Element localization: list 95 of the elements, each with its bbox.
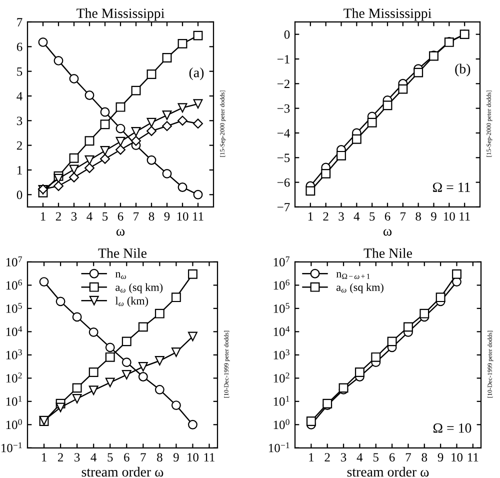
x-axis-title: stream order ω: [347, 466, 429, 477]
x-tick-label: 11: [468, 453, 478, 462]
x-tick-label: 11: [193, 212, 204, 221]
y-tick-label: 10$^{5}$: [274, 303, 290, 313]
y-tick-label: −1: [277, 55, 290, 64]
x-tick-label: 10: [452, 453, 463, 462]
chart-title: The Nile: [98, 248, 147, 258]
y-tick-label: 10$^{−1}$: [1, 442, 22, 452]
y-tick-label: 10$^{7}$: [6, 256, 22, 266]
x-tick-label: 8: [422, 453, 428, 462]
legend-label: n$_{ω}$: [115, 272, 126, 280]
x-tick-label: 2: [324, 453, 330, 462]
x-tick-label: 1: [308, 212, 313, 221]
y-tick-label: −2: [277, 80, 290, 88]
legend-label: a$_{ω}$ (sq km): [116, 283, 163, 294]
y-tick-label: −5: [277, 154, 290, 162]
x-tick-label: 7: [134, 212, 139, 221]
x-tick-label: 4: [354, 212, 360, 221]
y-tick-label: 10$^{4}$: [6, 326, 22, 336]
x-axis-title: stream order ω: [82, 466, 164, 477]
x-tick-label: 8: [148, 212, 154, 221]
x-tick-label: 3: [340, 453, 346, 462]
x-tick-label: 2: [58, 453, 63, 462]
x-axis-title: ω: [383, 229, 392, 236]
y-tick-label: 10$^{3}$: [274, 349, 290, 360]
y-tick-label: 0: [16, 190, 22, 200]
y-tick-label: −4: [277, 129, 290, 138]
chart-title: The Nile: [364, 248, 412, 258]
y-tick-label: 3: [16, 116, 22, 126]
x-tick-label: 5: [108, 453, 113, 462]
x-tick-label: 3: [71, 212, 77, 221]
y-tick-label: 10$^{6}$: [274, 280, 290, 290]
y-tick-label: 10$^{−1}$: [268, 442, 290, 452]
chart-title: The Mississippi: [344, 8, 432, 21]
x-tick-label: 11: [460, 212, 470, 221]
y-tick-label: 10$^{1}$: [6, 396, 22, 406]
x-tick-label: 11: [204, 453, 215, 462]
y-tick-label: 5: [17, 67, 22, 76]
legend-label: n$_{Ω−ω+1}$: [336, 272, 370, 280]
legend-label: a$_{ω}$ (sq km): [336, 283, 384, 294]
x-tick-label: 2: [323, 212, 328, 221]
annotation: Ω = 10: [433, 423, 472, 433]
x-tick-label: 3: [338, 212, 344, 221]
x-tick-label: 10: [177, 212, 188, 221]
x-tick-label: 9: [431, 212, 436, 221]
x-tick-label: 4: [86, 212, 92, 221]
x-tick-label: 5: [370, 212, 375, 221]
y-tick-label: 10$^{7}$: [274, 256, 290, 266]
x-tick-label: 1: [42, 453, 46, 462]
y-tick-label: 10$^{4}$: [274, 326, 290, 336]
y-tick-label: 6: [16, 42, 22, 52]
x-tick-label: 6: [384, 212, 390, 221]
x-tick-label: 4: [356, 453, 363, 462]
x-tick-label: 9: [173, 453, 179, 462]
y-tick-label: −3: [277, 104, 290, 113]
annotation: (a): [189, 67, 204, 80]
x-tick-label: 1: [40, 212, 46, 221]
x-tick-label: 6: [124, 453, 130, 462]
annotation: (b): [455, 64, 470, 76]
y-tick-label: 10$^{3}$: [6, 349, 22, 360]
y-tick-label: −7: [277, 203, 290, 212]
y-tick-label: 10$^{2}$: [274, 372, 290, 383]
y-tick-label: 10$^{6}$: [6, 280, 22, 290]
y-tick-label: 10$^{5}$: [6, 303, 22, 313]
x-tick-label: 6: [389, 453, 395, 462]
x-tick-label: 5: [373, 453, 379, 462]
x-tick-label: 8: [416, 212, 421, 221]
x-tick-label: 2: [56, 212, 61, 221]
x-tick-label: 8: [157, 453, 162, 462]
x-tick-label: 1: [309, 453, 314, 462]
x-tick-label: 7: [406, 453, 411, 462]
x-tick-label: 9: [164, 212, 170, 221]
chart-title: The Mississippi: [76, 8, 164, 21]
x-tick-label: 4: [90, 453, 97, 462]
y-tick-label: 4: [16, 92, 22, 100]
y-tick-label: 1: [17, 166, 22, 174]
x-axis-title: ω: [116, 229, 125, 236]
annotation: Ω = 11: [433, 182, 470, 192]
x-tick-label: 7: [140, 453, 146, 462]
y-tick-label: 10$^{0}$: [6, 419, 22, 430]
x-tick-label: 7: [400, 212, 406, 221]
x-tick-label: 6: [118, 212, 124, 221]
y-tick-label: 2: [16, 141, 22, 150]
x-tick-label: 10: [188, 453, 198, 462]
y-tick-label: 10$^{1}$: [274, 396, 290, 406]
y-tick-label: 0: [284, 30, 290, 39]
legend-label: l$_{ω}$ (km): [115, 296, 148, 307]
x-tick-label: 9: [438, 453, 444, 462]
y-tick-label: 7: [17, 18, 22, 26]
y-tick-label: −6: [277, 178, 290, 187]
y-tick-label: 10$^{2}$: [6, 372, 22, 383]
x-tick-label: 3: [74, 453, 80, 462]
x-tick-label: 5: [102, 212, 108, 221]
x-tick-label: 10: [444, 212, 455, 221]
y-tick-label: 10$^{0}$: [274, 419, 290, 430]
